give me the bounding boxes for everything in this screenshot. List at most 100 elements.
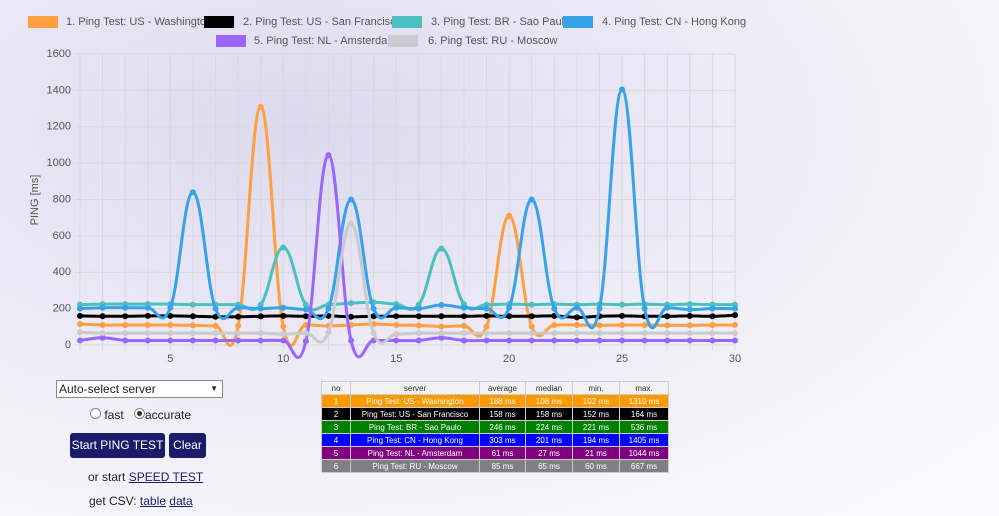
data-point [393,321,400,328]
table-cell: Ping Test: NL - Amsterdam [350,446,480,460]
data-point [506,212,513,219]
data-point [370,305,377,312]
table-row: 1 Ping Test: US - Washington 188 ms 108 ms 1… [321,394,669,408]
radio-label: accurate [145,408,192,422]
data-point [99,330,106,337]
radio-fast[interactable]: fast [90,408,124,422]
csv-table-link[interactable]: table [139,494,166,508]
data-point [732,305,738,312]
data-point [528,337,535,344]
data-point [619,330,626,337]
data-point [257,330,264,337]
data-point [664,330,671,337]
text: or start [88,470,126,484]
legend-label: 2. Ping Test: US - San Francisco [243,16,402,28]
data-point [280,312,287,319]
data-point [235,330,242,337]
data-point [732,321,738,328]
data-point [686,301,693,308]
data-point [189,322,196,329]
y-axis-label: PING [ms] [29,175,41,226]
table-cell: Ping Test: BR - Sao Paulo [350,420,480,434]
data-point [122,304,129,311]
table-row: 4 Ping Test: CN - Hong Kong 303 ms 201 ms 19… [321,433,669,447]
data-point [167,321,174,328]
data-point [596,322,603,329]
data-point [257,337,264,344]
legend-swatch [216,35,246,47]
data-point [619,86,626,93]
data-point [280,331,287,338]
y-tick-label: 600 [53,230,71,242]
data-point [302,330,309,337]
data-point [393,313,400,320]
data-point [506,313,513,320]
radio [134,408,145,419]
data-point [99,313,106,320]
table-cell: 60 ms [572,459,620,473]
radio-accurate[interactable]: accurate [134,408,191,422]
table-cell: 27 ms [525,446,573,460]
data-point [302,338,309,345]
data-point [189,337,196,344]
data-point [460,337,467,344]
data-point [302,306,309,313]
data-point [348,300,355,307]
data-point [551,305,558,312]
server-select[interactable]: Auto-select server ▼ [56,380,223,398]
data-point [573,330,580,337]
data-point [438,301,445,308]
header-cell: max. [619,381,669,395]
data-point [257,313,264,320]
x-tick-label: 25 [616,353,628,365]
table-cell: 108 ms [525,394,573,408]
data-point [235,313,242,320]
results-table: no server average median min. max. 1 Ping Test:… [321,381,669,473]
table-cell: 1 [321,394,351,408]
start-button[interactable]: Start PING TEST [70,433,165,458]
data-point [709,321,716,328]
data-point [551,330,558,337]
data-point [483,323,490,330]
radio [90,408,101,419]
data-point [77,337,83,344]
data-point [506,337,513,344]
speed-link[interactable]: SPEED TEST [128,470,204,484]
data-point [212,322,219,329]
clear-button[interactable]: Clear [169,433,206,458]
data-point [122,337,129,344]
table-cell: 65 ms [525,459,573,473]
data-point [438,323,445,330]
legend-swatch [392,16,422,28]
data-point [551,321,558,328]
data-point [573,304,580,311]
header-cell: min. [572,381,620,395]
header-cell: server [350,381,480,395]
table-cell: 246 ms [479,420,526,434]
y-tick-label: 1400 [47,84,71,96]
data-point [280,337,287,344]
y-tick-label: 0 [65,339,71,351]
data-point [460,330,467,337]
data-point [664,322,671,329]
data-point [325,305,332,312]
data-point [438,313,445,320]
csv-data-link[interactable]: data [169,494,193,508]
data-point [212,305,219,312]
data-point [212,337,219,344]
legend-swatch [563,16,593,28]
data-point [460,304,467,311]
legend-swatch [28,16,58,28]
series-line [79,313,736,319]
data-point [99,334,106,341]
data-point [144,330,151,337]
legend-label: 5. Ping Test: NL - Amsterdam [254,35,396,47]
data-point [235,304,242,311]
table-cell: 3 [321,420,351,434]
y-tick-label: 200 [53,303,71,315]
data-point [257,305,264,312]
legend-swatch [204,16,234,28]
y-tick-label: 1200 [47,121,71,133]
data-point [144,337,151,344]
